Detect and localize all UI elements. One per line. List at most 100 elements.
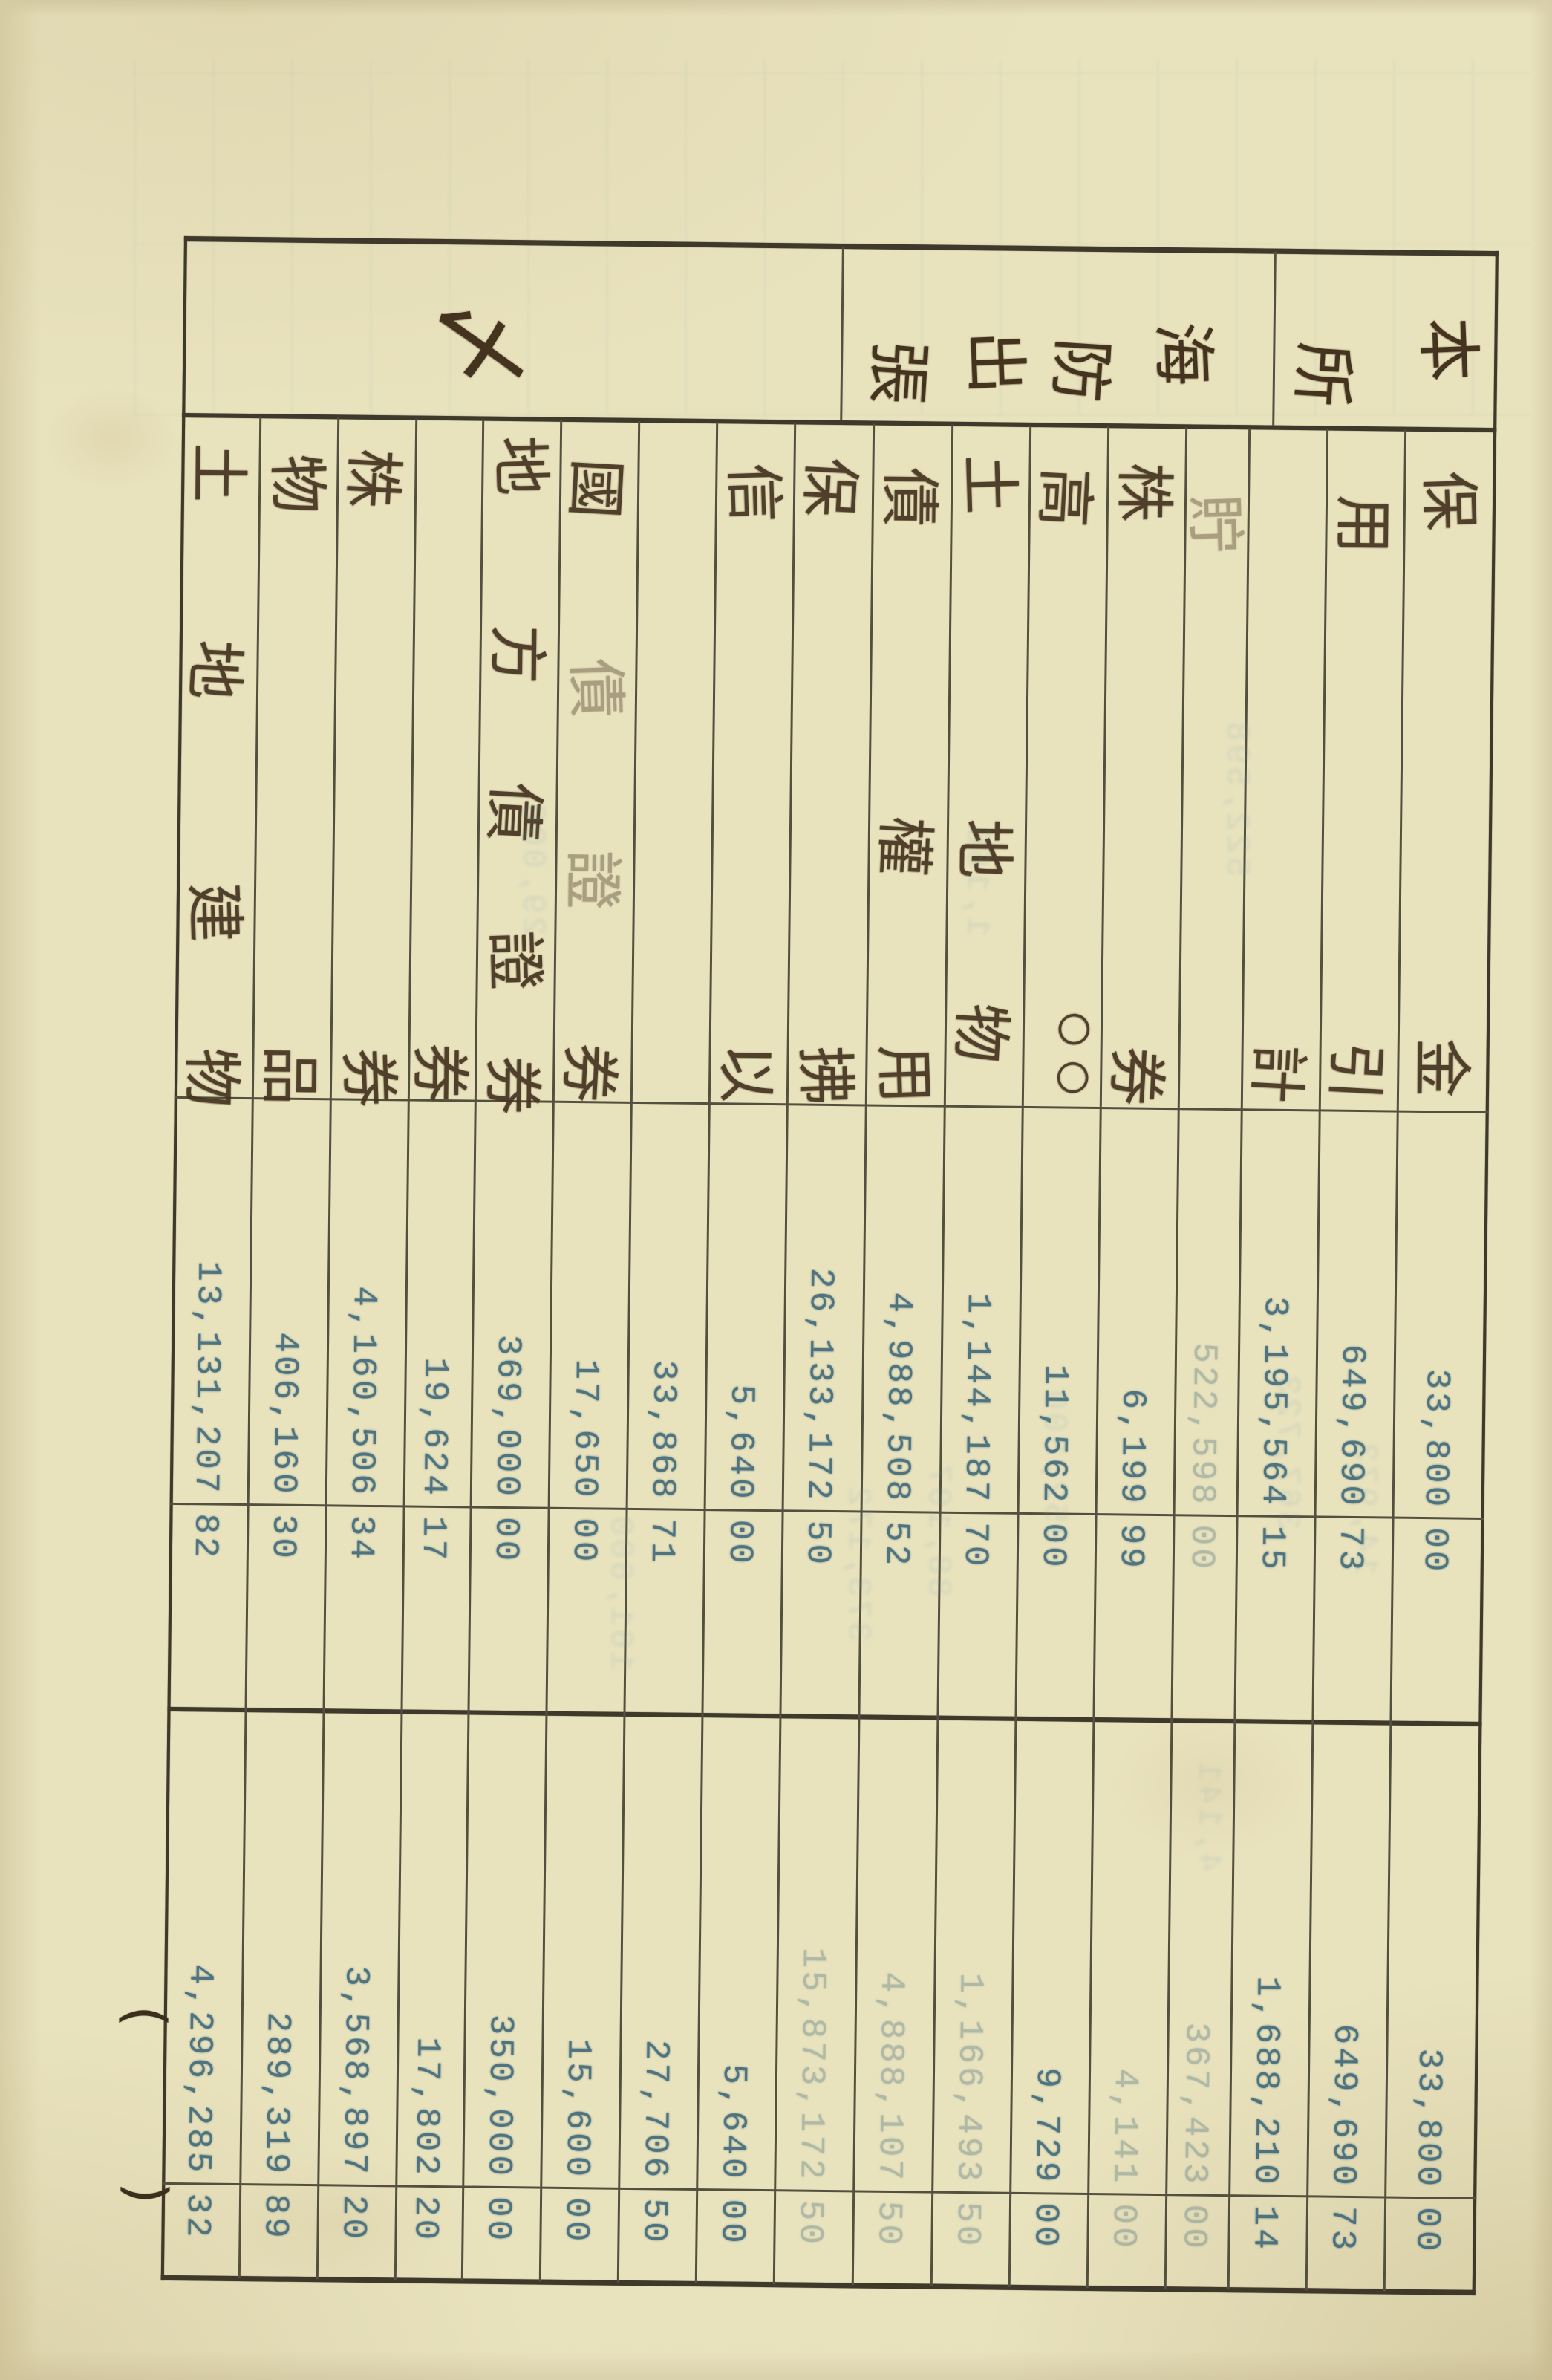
category-kanji: 〆	[422, 293, 539, 394]
amount-col2-main: 4,141	[1104, 2068, 1145, 2186]
amount-col2-cents: 00	[478, 2196, 518, 2244]
amount-col1-cents: 00	[486, 1516, 526, 1564]
amount-col1-main: 17,650	[564, 1359, 605, 1500]
amount-col2-cents: 14	[1245, 2205, 1285, 2253]
item-label-kanji: 券	[552, 1041, 625, 1105]
margin-close-paren: )	[114, 2182, 178, 2204]
item-label-kanji: 以	[711, 1043, 781, 1104]
item-label-kanji: 地	[178, 638, 251, 702]
item-label-kanji: 地	[484, 435, 556, 497]
category-kanji: 本	[1409, 316, 1487, 383]
category-divider	[840, 247, 844, 421]
item-label-kanji: 金	[1406, 1037, 1476, 1098]
item-label-kanji: 證	[478, 929, 550, 992]
amount-col1-main: 26,133,172	[798, 1267, 841, 1503]
item-label-kanji: 用	[868, 1043, 940, 1105]
bleed-ghost-number: 29,000	[514, 800, 551, 936]
amount-col2-cents: 50	[948, 2201, 988, 2249]
category-kanji: 海	[1144, 320, 1222, 388]
item-label-kanji: 高	[1028, 466, 1101, 530]
amount-col1-main: 13,131,207	[186, 1261, 228, 1496]
amount-col2-cents: 89	[255, 2194, 296, 2242]
amount-col2-main: 9,729	[1026, 2067, 1067, 2185]
amount-col2-main: 27,706	[635, 2039, 676, 2181]
item-label-kanji: 物	[944, 1001, 1017, 1064]
amount-col2-cents: 32	[177, 2193, 218, 2240]
amount-col2-cents: 00	[1174, 2204, 1214, 2252]
amount-col1-main: 522,598	[1182, 1342, 1224, 1507]
bleed-ghost-number: 161,600	[601, 1513, 639, 1671]
item-label-kanji: 品	[254, 1045, 325, 1106]
bleed-ghost-number: 4,141	[1190, 1758, 1227, 1872]
category-kanji: 出	[956, 328, 1034, 396]
bleed-ghost-number: 14,973	[1346, 1439, 1383, 1575]
item-label-kanji: 〇	[1051, 1060, 1092, 1095]
bleed-ghost-number: 88,107	[919, 1461, 956, 1597]
item-label-kanji: 券	[404, 1042, 475, 1103]
amount-col2-main: 4,296,285	[178, 1963, 220, 2176]
bleed-ghost-number: 352,300	[1035, 1387, 1072, 1545]
item-label-kanji: 拂	[789, 1044, 861, 1107]
amount-col1-main: 1,144,187	[956, 1293, 997, 1505]
amount-col2-main: 1,166,493	[948, 1972, 990, 2185]
item-label-kanji: 保	[1413, 469, 1485, 532]
item-label-kanji: 物	[261, 452, 333, 515]
item-label-kanji: 株	[1109, 462, 1179, 523]
item-label-kanji: 株	[336, 446, 409, 510]
amount-col2-main: 5,640	[713, 2064, 754, 2182]
amount-col2-cents: 00	[556, 2197, 596, 2245]
item-label-kanji: 信	[718, 461, 789, 524]
category-kanji: 張	[858, 338, 937, 407]
item-label-kanji: 方	[481, 624, 552, 685]
item-label-kanji: 證	[557, 849, 627, 910]
item-label-kanji: 物	[176, 1047, 247, 1108]
amount-col2-cents: 00	[1407, 2206, 1447, 2254]
amount-col1-main: 33,868	[642, 1359, 683, 1501]
amount-col1-cents: 00	[1181, 1524, 1222, 1573]
amount-col2-main: 1,688,210	[1245, 1975, 1287, 2188]
amount-col2-cents: 50	[634, 2198, 674, 2246]
amount-col1-main: 406,160	[264, 1332, 305, 1497]
amount-col1-cents: 30	[263, 1514, 303, 1562]
item-label-kanji: 建	[179, 881, 250, 943]
amount-col1-main: 369,000	[486, 1334, 528, 1500]
amount-col1-main: 6,199	[1112, 1388, 1152, 1506]
amount-col2-cents: 50	[790, 2199, 830, 2248]
amount-col1-cents: 00	[720, 1519, 760, 1567]
amount-col1-main: 4,988,508	[877, 1292, 919, 1504]
amount-col1-cents: 99	[1111, 1524, 1151, 1572]
item-label-kanji: 〇	[1051, 1011, 1094, 1047]
amount-col2-main: 4,888,107	[870, 1971, 911, 2184]
rule-category-bottom	[182, 412, 1497, 433]
margin-open-paren: (	[113, 2006, 177, 2027]
amount-col1-cents: 34	[341, 1515, 381, 1563]
amount-col1-cents: 00	[1415, 1526, 1455, 1575]
bleed-ghost-number: 373,172	[839, 1483, 876, 1642]
amount-col2-cents: 00	[1026, 2202, 1066, 2250]
amount-col2-main: 649,690	[1323, 2023, 1364, 2189]
amount-col1-main: 33,800	[1415, 1368, 1456, 1510]
item-label-kanji: 券	[333, 1047, 404, 1109]
amount-col2-cents: 20	[405, 2195, 446, 2243]
amount-col1-cents: 82	[185, 1513, 225, 1561]
item-label-kanji: 債	[560, 657, 631, 719]
amount-col1-cents: 15	[1252, 1525, 1292, 1573]
amount-col2-cents: 00	[712, 2199, 752, 2247]
amount-col2-main: 3,568,897	[334, 1966, 376, 2178]
amount-col1-main: 19,624	[414, 1356, 454, 1499]
item-label-kanji: 土	[183, 443, 253, 504]
item-label-kanji: 貯	[1179, 492, 1251, 555]
item-label-kanji: 用	[1327, 494, 1398, 555]
category-kanji: 所	[1283, 339, 1362, 409]
item-label-kanji: 券	[1099, 1044, 1173, 1108]
category-kanji: 防	[1041, 336, 1120, 405]
amount-col2-main: 289,319	[256, 2012, 297, 2176]
item-label-kanji: 權	[867, 814, 941, 878]
category-divider	[1272, 251, 1277, 426]
ledger-table: 本所海防出張〆保金 33,800 00 33,800 00 用引 649,690 73 649,…	[160, 236, 1499, 2295]
amount-col2-cents: 20	[333, 2194, 374, 2243]
amount-col2-cents: 00	[1103, 2203, 1144, 2251]
amount-col1-main: 5,640	[720, 1384, 761, 1502]
bleed-ghost-number: 522,598	[1218, 718, 1255, 877]
amount-col2-main: 17,802	[406, 2036, 447, 2179]
